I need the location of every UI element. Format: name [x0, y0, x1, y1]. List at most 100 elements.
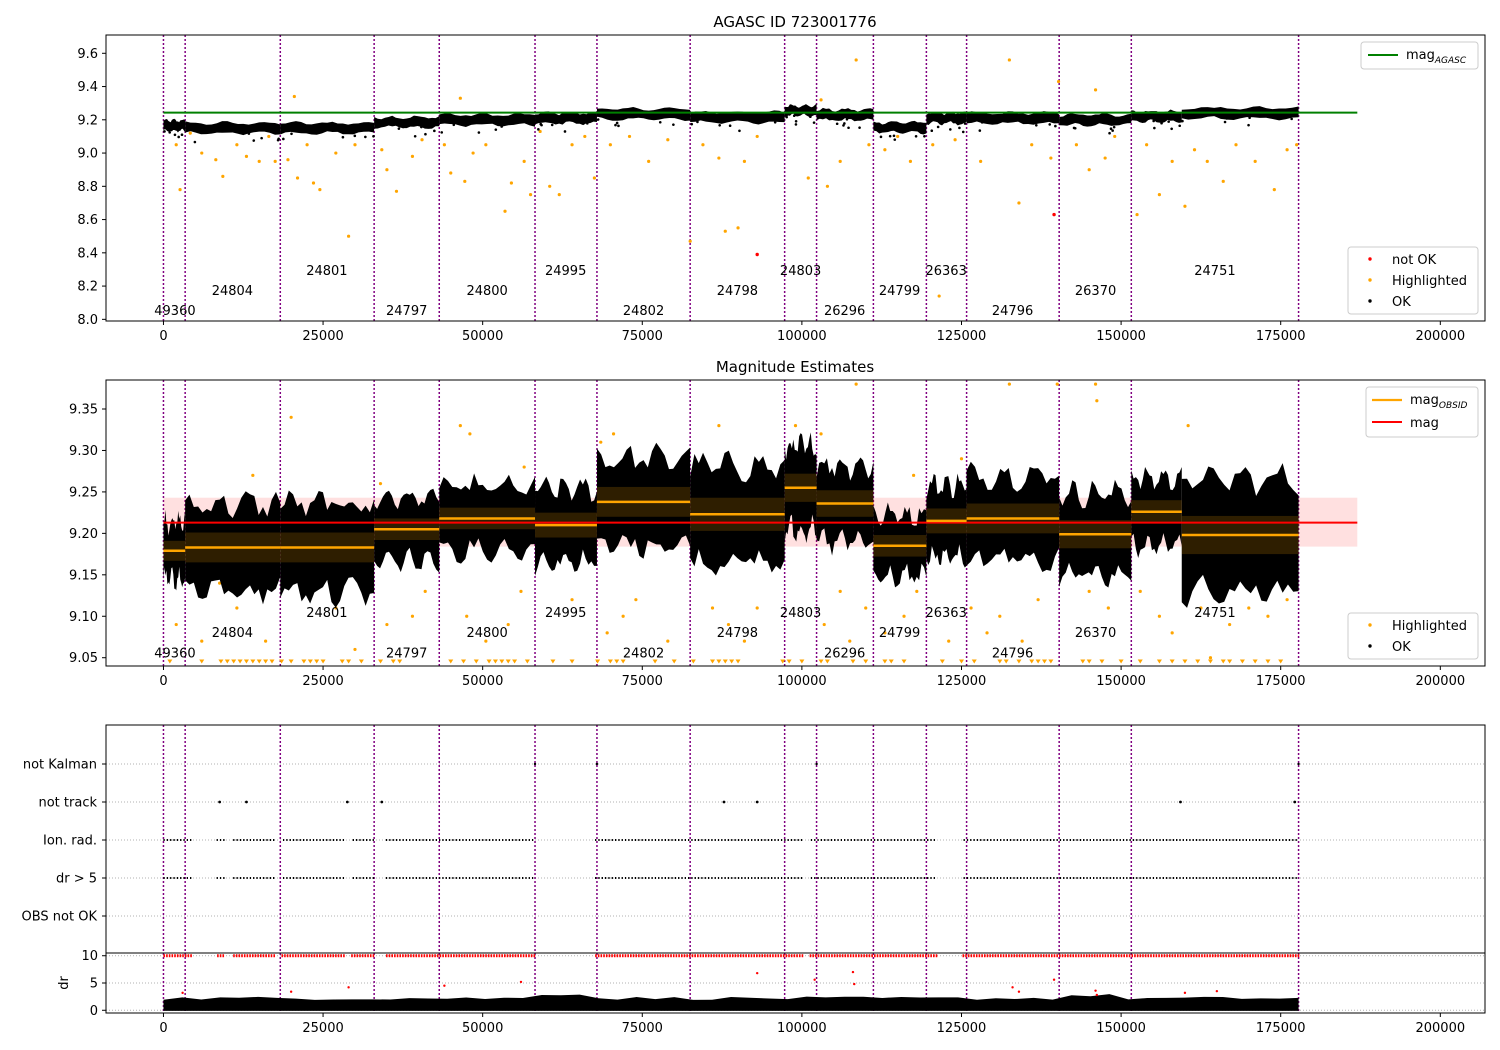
below-range-marker: [288, 659, 294, 664]
flag-point: [1096, 839, 1098, 841]
flag-point: [1149, 839, 1151, 841]
flag-point: [1039, 877, 1042, 879]
flag-point: [873, 839, 876, 841]
flag-point: [917, 839, 919, 841]
ok-point: [949, 128, 952, 131]
dr-outlier-point: [1011, 986, 1014, 989]
flag-point: [312, 839, 315, 841]
below-range-marker: [939, 659, 945, 664]
capped-dr-marker: [332, 954, 334, 958]
capped-dr-marker: [965, 954, 967, 958]
highlighted-point: [848, 639, 852, 643]
highlighted-point: [548, 184, 552, 188]
capped-dr-marker: [289, 954, 292, 958]
flag-point: [1126, 839, 1128, 841]
flag-point: [415, 839, 418, 841]
y-tick-label: 10: [81, 949, 98, 964]
dr-outlier-point: [755, 971, 759, 975]
flag-point: [704, 839, 706, 841]
capped-dr-marker: [707, 954, 710, 958]
flag-point: [933, 877, 935, 879]
ok-point: [1170, 127, 1173, 131]
capped-dr-marker: [785, 954, 788, 958]
flag-point: [867, 877, 869, 879]
below-range-marker: [320, 659, 326, 664]
flag-point: [399, 839, 401, 841]
dr-outlier-point: [1215, 989, 1219, 993]
below-range-marker: [1169, 659, 1175, 664]
highlighted-point: [634, 598, 638, 602]
capped-dr-marker: [777, 954, 780, 958]
capped-dr-marker: [190, 954, 192, 958]
flag-point: [621, 839, 623, 841]
flag-point: [1069, 877, 1072, 879]
flag-point: [727, 839, 730, 841]
obsid-label: 49360: [154, 647, 195, 662]
flag-point: [634, 877, 637, 879]
not-kalman-point: [1297, 762, 1300, 766]
flag-point: [787, 839, 789, 841]
flag-point: [518, 839, 520, 841]
flag-point: [263, 877, 265, 879]
highlighted-point: [1205, 159, 1209, 163]
flag-point: [1079, 839, 1082, 841]
flag-point: [890, 839, 892, 841]
flag-point: [923, 839, 925, 841]
ok-point: [440, 131, 444, 134]
ok-point: [728, 124, 732, 128]
capped-dr-marker: [780, 954, 782, 958]
flag-point: [1255, 839, 1257, 841]
flag-point: [980, 839, 982, 841]
capped-dr-marker: [962, 954, 965, 958]
highlighted-point: [896, 134, 900, 139]
flag-point: [1059, 877, 1062, 879]
flag-point: [853, 877, 856, 879]
capped-dr-marker: [908, 954, 911, 958]
capped-dr-marker: [1270, 954, 1273, 958]
flag-point: [1222, 877, 1224, 879]
flag-point: [817, 877, 819, 879]
ok-point: [563, 130, 567, 133]
highlighted-point: [912, 473, 916, 477]
capped-dr-marker: [163, 954, 166, 958]
capped-dr-marker: [1155, 954, 1158, 958]
flag-point: [299, 839, 301, 841]
highlighted-point: [621, 614, 625, 618]
flag-point: [777, 839, 779, 841]
flag-point: [800, 877, 803, 879]
flag-point: [697, 839, 700, 841]
flag-point: [329, 839, 331, 841]
below-range-marker: [614, 659, 620, 664]
ok-point: [277, 137, 280, 141]
ok-point: [914, 134, 918, 138]
capped-dr-marker: [495, 954, 498, 958]
flag-point: [478, 877, 481, 879]
flag-point: [814, 877, 816, 879]
highlighted-point: [583, 134, 587, 139]
flag-point: [1215, 877, 1218, 879]
capped-dr-marker: [857, 954, 860, 958]
flag-point: [890, 877, 892, 879]
capped-dr-marker: [533, 954, 536, 958]
flag-point: [512, 839, 514, 841]
flag-point: [674, 839, 677, 841]
flag-point: [1046, 877, 1048, 879]
capped-dr-marker: [1088, 954, 1091, 958]
capped-dr-marker: [1241, 954, 1243, 958]
capped-dr-marker: [176, 954, 179, 958]
capped-dr-marker: [1292, 954, 1294, 958]
flag-point: [1239, 839, 1241, 841]
flag-point: [621, 877, 623, 879]
flag-point: [678, 877, 680, 879]
capped-dr-marker: [992, 954, 994, 958]
flag-point: [306, 839, 308, 841]
capped-dr-marker: [815, 954, 817, 958]
capped-dr-marker: [179, 954, 182, 958]
flag-point: [1295, 839, 1297, 841]
capped-dr-marker: [1005, 954, 1008, 958]
flag-point: [392, 877, 394, 879]
flag-point: [365, 877, 368, 879]
highlighted-point: [959, 457, 964, 461]
y-tick-label: 0: [90, 1004, 98, 1019]
flag-point: [834, 877, 836, 879]
